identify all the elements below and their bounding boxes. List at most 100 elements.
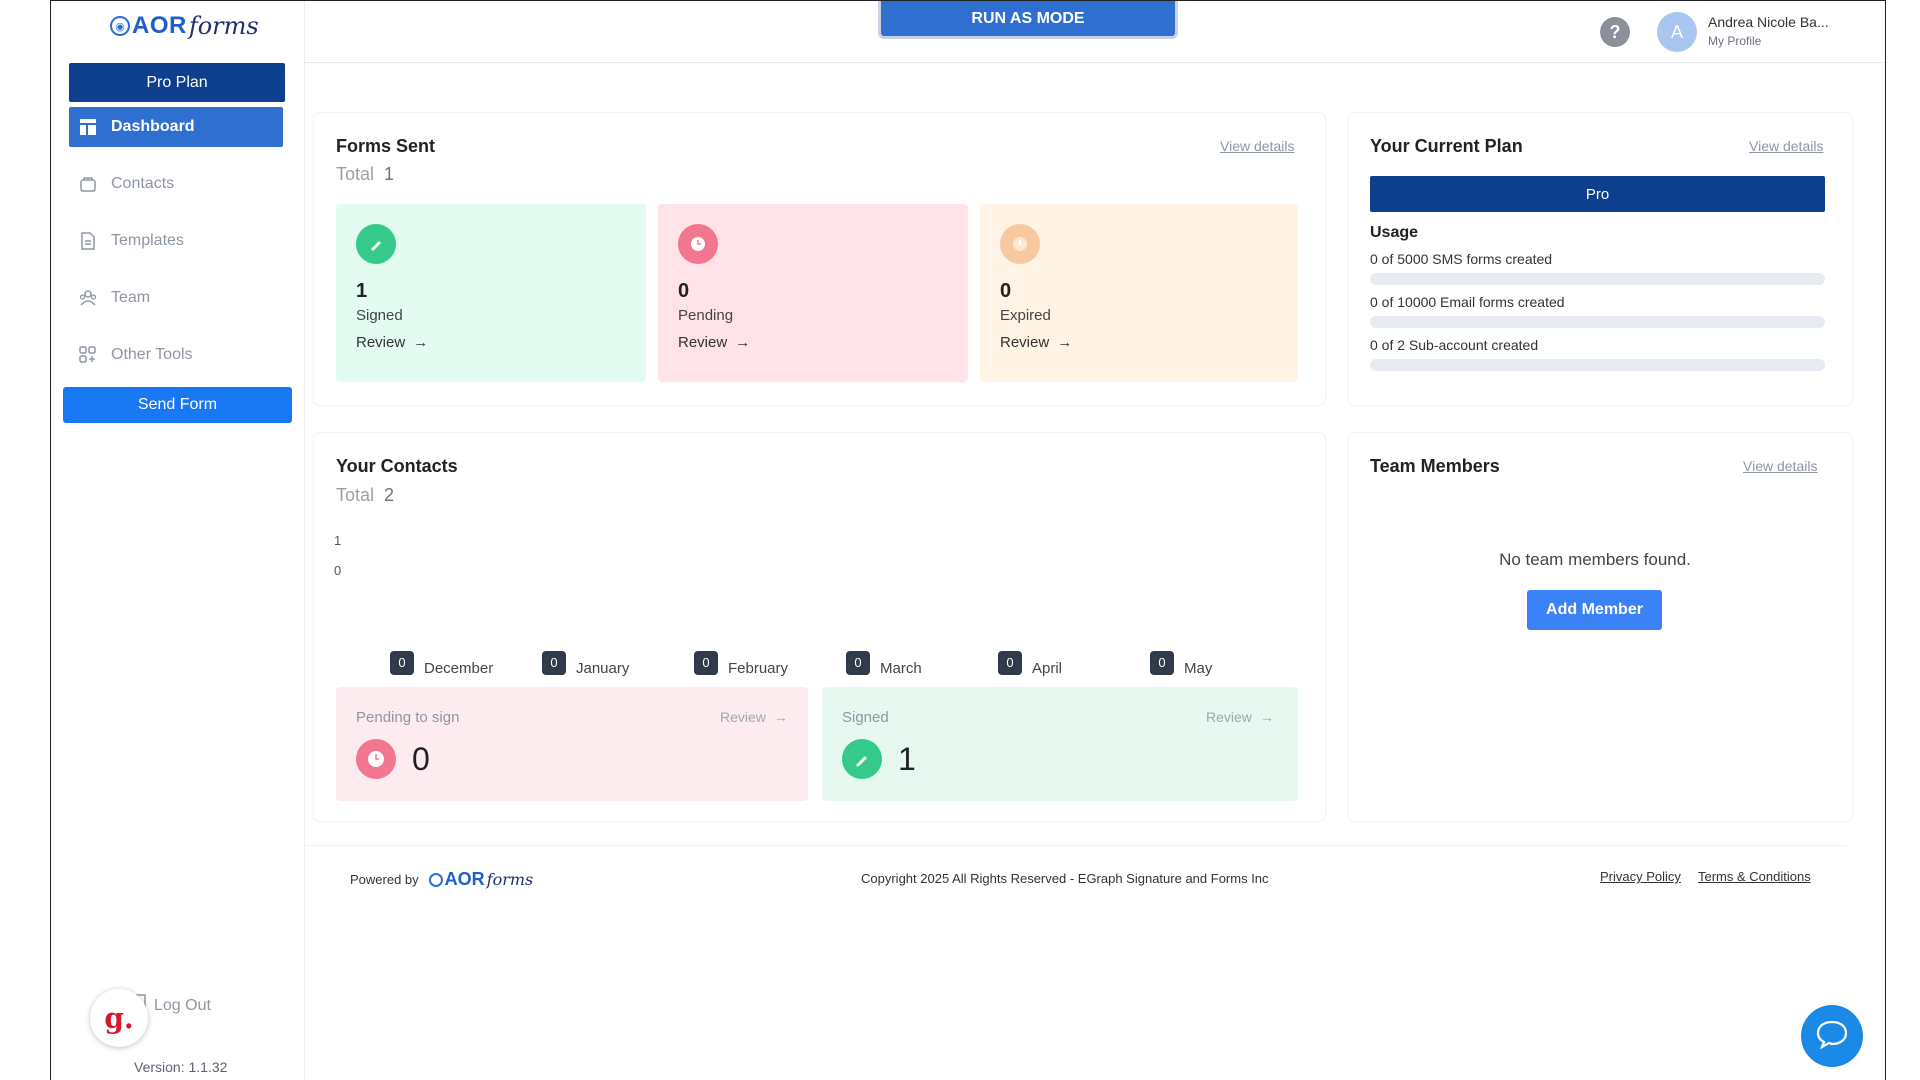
other-tools-icon (79, 346, 97, 364)
sidebar-item-label: Other Tools (111, 346, 193, 363)
current-plan-title: Your Current Plan (1370, 136, 1523, 156)
logo-forms-text: forms (486, 870, 534, 889)
run-as-mode-button[interactable]: RUN AS MODE (878, 1, 1178, 39)
month-count-badge: 0 (998, 650, 1022, 675)
total-value: 2 (384, 485, 395, 505)
sidebar (51, 1, 305, 1080)
logout-label: Log Out (154, 996, 211, 1014)
terms-link[interactable]: Terms & Conditions (1698, 869, 1811, 884)
powered-by: Powered by AOR forms (350, 869, 533, 890)
month-label: December (424, 660, 494, 677)
privacy-policy-link[interactable]: Privacy Policy (1600, 869, 1681, 884)
sidebar-item-team[interactable]: Team (69, 278, 283, 318)
month-count-badge: 0 (1150, 650, 1174, 675)
review-label: Review (1206, 709, 1252, 725)
avatar[interactable]: A (1657, 12, 1697, 52)
review-link[interactable]: Review → (678, 334, 750, 351)
month-label: March (880, 660, 922, 677)
sidebar-item-other-tools[interactable]: Other Tools (69, 335, 283, 375)
pending-review-link[interactable]: Review → (720, 709, 788, 725)
send-form-button[interactable]: Send Form (63, 387, 292, 423)
stat-card-signed: 1 Signed Review → (336, 204, 646, 382)
sidebar-item-contacts[interactable]: Contacts (69, 164, 283, 204)
pen-icon (842, 739, 882, 779)
month-count-badge: 0 (542, 650, 566, 675)
pending-to-sign-card: Pending to sign Review → 0 (336, 687, 808, 801)
user-name[interactable]: Andrea Nicole Ba... (1708, 14, 1829, 30)
clock-icon (356, 739, 396, 779)
month-label: January (576, 660, 630, 677)
usage-title: Usage (1370, 224, 1419, 241)
signed-review-link[interactable]: Review → (1206, 709, 1274, 725)
current-plan-view-details-link[interactable]: View details (1749, 138, 1824, 154)
logo-forms-text: forms (188, 12, 259, 40)
sidebar-item-label: Templates (111, 232, 184, 249)
stat-card-expired: 0 Expired Review → (980, 204, 1298, 382)
month-count-badge: 0 (390, 650, 414, 675)
pending-count: 0 (412, 741, 430, 777)
month-label: February (728, 660, 789, 677)
logo-aor-text: AOR (444, 869, 485, 889)
contacts-title: Your Contacts (336, 456, 458, 476)
brand-logo[interactable]: ◉ AOR forms (110, 12, 259, 40)
pending-label: Pending to sign (356, 709, 460, 726)
contacts-total: Total 2 (336, 485, 394, 506)
stat-card-pending: 0 Pending Review → (658, 204, 968, 382)
contacts-icon (79, 175, 97, 193)
signed-label: Signed (842, 709, 889, 726)
forms-sent-total: Total 1 (336, 164, 394, 185)
usage-subaccount-label: 0 of 2 Sub-account created (1370, 337, 1539, 353)
usage-sms-bar (1370, 273, 1825, 285)
team-members-title: Team Members (1370, 456, 1500, 476)
month-item: 0 April (998, 648, 1062, 677)
sidebar-item-templates[interactable]: Templates (69, 221, 283, 261)
review-link[interactable]: Review → (356, 334, 428, 351)
stat-label: Signed (356, 307, 403, 324)
stat-label: Expired (1000, 307, 1051, 324)
footer-divider (305, 845, 1847, 846)
current-plan-card (1349, 113, 1852, 405)
review-label: Review (678, 334, 728, 351)
powered-by-label: Powered by (350, 872, 419, 887)
logo-mark-icon: ◉ (110, 16, 130, 36)
help-icon[interactable]: ? (1600, 17, 1630, 47)
add-member-button[interactable]: Add Member (1527, 590, 1662, 630)
chat-button[interactable] (1801, 1005, 1863, 1067)
stat-label: Pending (678, 307, 734, 324)
sidebar-item-label: Dashboard (111, 118, 195, 135)
team-icon (79, 289, 97, 307)
my-profile-link[interactable]: My Profile (1708, 34, 1762, 48)
month-label: April (1032, 660, 1063, 677)
sidebar-item-label: Team (111, 289, 151, 306)
month-item: 0 December (390, 648, 493, 677)
assistant-letter: g. (104, 1001, 134, 1035)
logo-aor-text: AOR (132, 12, 187, 39)
review-link[interactable]: Review → (1000, 334, 1072, 351)
copyright-text: Copyright 2025 All Rights Reserved - EGr… (861, 871, 1269, 886)
assistant-bubble-button[interactable]: g. (90, 989, 148, 1047)
review-label: Review (356, 334, 406, 351)
month-label: May (1184, 660, 1213, 677)
team-view-details-link[interactable]: View details (1743, 458, 1818, 474)
review-label: Review (720, 709, 766, 725)
chat-bubble-icon (1815, 1019, 1849, 1054)
dashboard-icon (79, 118, 97, 136)
clock-icon (678, 224, 718, 264)
usage-email-label: 0 of 10000 Email forms created (1370, 294, 1565, 310)
month-count-badge: 0 (846, 650, 870, 675)
stat-count: 0 (678, 280, 690, 302)
total-value: 1 (384, 164, 395, 184)
signed-count: 1 (898, 741, 916, 777)
sidebar-item-dashboard[interactable]: Dashboard (69, 107, 283, 147)
arrow-right-icon: → (773, 709, 788, 725)
arrow-right-icon: → (413, 334, 429, 351)
pro-plan-button[interactable]: Pro Plan (69, 63, 285, 102)
arrow-right-icon: → (1259, 709, 1274, 725)
plan-name-bar: Pro (1370, 176, 1825, 212)
footer-logo[interactable]: AOR forms (428, 869, 534, 890)
top-bar (305, 1, 1885, 63)
month-item: 0 March (846, 648, 922, 677)
total-label: Total (336, 164, 375, 184)
usage-sms-label: 0 of 5000 SMS forms created (1370, 251, 1553, 267)
forms-sent-view-details-link[interactable]: View details (1220, 138, 1295, 154)
